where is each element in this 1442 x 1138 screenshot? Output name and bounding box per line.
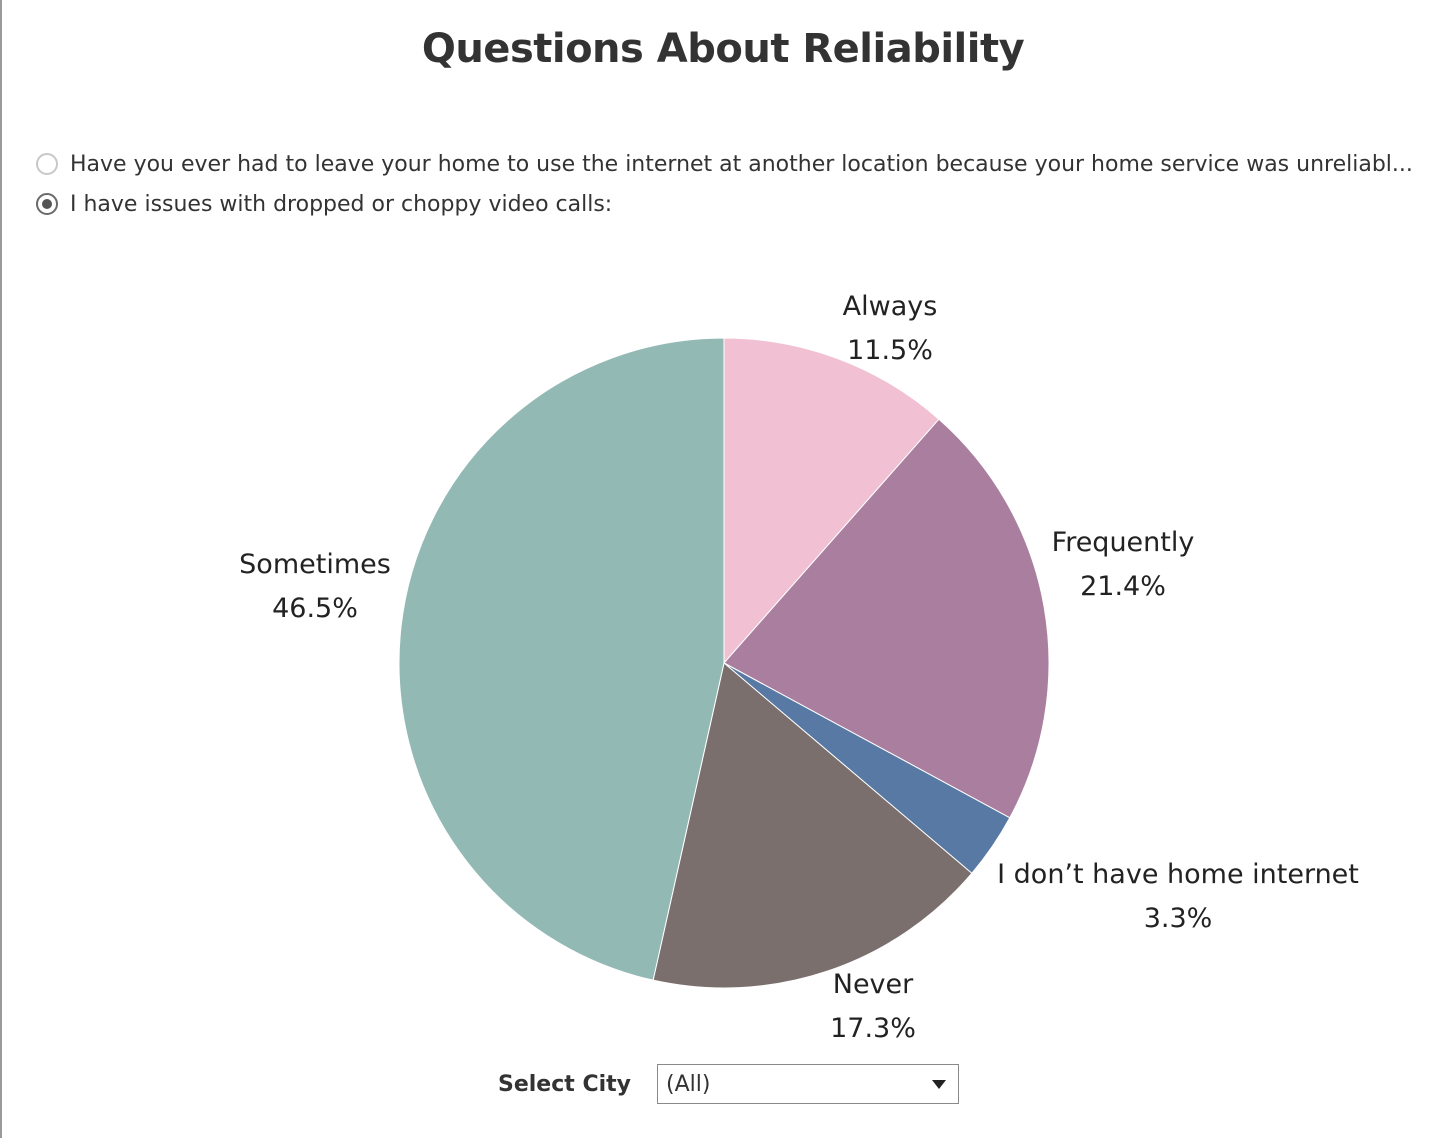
slice-value-label: 3.3%: [1144, 903, 1213, 934]
city-filter: Select City (All): [498, 1064, 959, 1104]
question-selector: Have you ever had to leave your home to …: [36, 144, 1436, 224]
radio-button-unselected[interactable]: [36, 153, 58, 175]
chevron-down-icon[interactable]: [932, 1080, 946, 1089]
city-select-value: (All): [666, 1071, 711, 1097]
radio-button-selected[interactable]: [36, 193, 58, 215]
slice-name-label: Frequently: [1052, 527, 1195, 558]
slice-value-label: 21.4%: [1080, 571, 1166, 602]
pie-slice-always[interactable]: [723, 337, 940, 665]
pie-slice-frequently[interactable]: [723, 418, 1050, 819]
city-select-dropdown[interactable]: (All): [657, 1064, 959, 1104]
radio-option-leave-home[interactable]: Have you ever had to leave your home to …: [36, 144, 1436, 184]
slice-value-label: 46.5%: [272, 593, 358, 624]
page-title: Questions About Reliability: [421, 26, 1025, 72]
slice-name-label: I don’t have home internet: [997, 859, 1359, 890]
slice-name-label: Sometimes: [239, 549, 391, 580]
slice-name-label: Never: [833, 969, 914, 1000]
filter-label: Select City: [498, 1071, 631, 1097]
slice-value-label: 17.3%: [830, 1013, 916, 1044]
pie-slice-never[interactable]: [652, 662, 973, 989]
pie-slice-sometimes[interactable]: [398, 337, 725, 981]
slice-name-label: Always: [843, 291, 938, 322]
radio-option-video-calls[interactable]: I have issues with dropped or choppy vid…: [36, 184, 1436, 224]
slice-value-label: 11.5%: [847, 335, 933, 366]
